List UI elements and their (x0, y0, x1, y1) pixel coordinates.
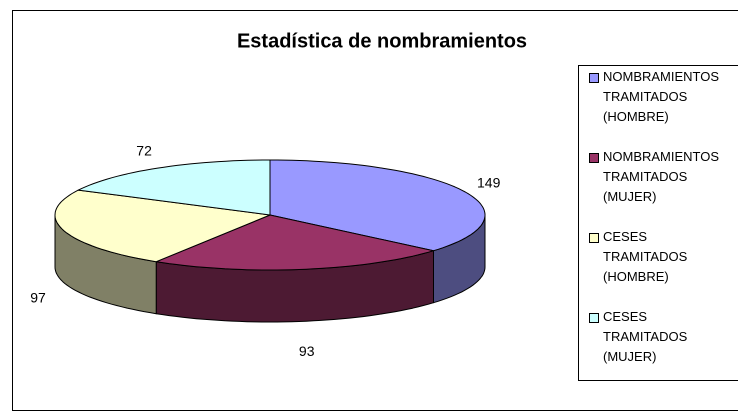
legend: NOMBRAMIENTOS TRAMITADOS (HOMBRE) NOMBRAMIE… (589, 69, 719, 364)
chart-title: Estadística de nombramientos (237, 30, 527, 52)
slice (54, 189, 271, 263)
slice (269, 159, 486, 252)
legend-swatch (589, 313, 599, 323)
slice (77, 159, 271, 216)
data-label: 97 (30, 290, 46, 306)
legend-text: CESES TRAMITADOS (HOMBRE) (603, 229, 688, 284)
legend-text: NOMBRAMIENTOS TRAMITADOS (HOMBRE) (603, 69, 719, 124)
legend-box (578, 65, 738, 381)
data-label: 149 (477, 175, 501, 191)
data-label: 72 (136, 142, 152, 158)
legend-swatch (589, 153, 599, 163)
legend-swatch (589, 233, 599, 243)
slice (155, 214, 434, 271)
legend-text: CESES TRAMITADOS (MUJER) (603, 309, 688, 364)
legend-swatch (589, 73, 599, 83)
legend-text: NOMBRAMIENTOS TRAMITADOS (MUJER) (603, 149, 719, 204)
pie: 149 93 97 72 (30, 142, 500, 359)
data-label: 93 (299, 343, 315, 359)
